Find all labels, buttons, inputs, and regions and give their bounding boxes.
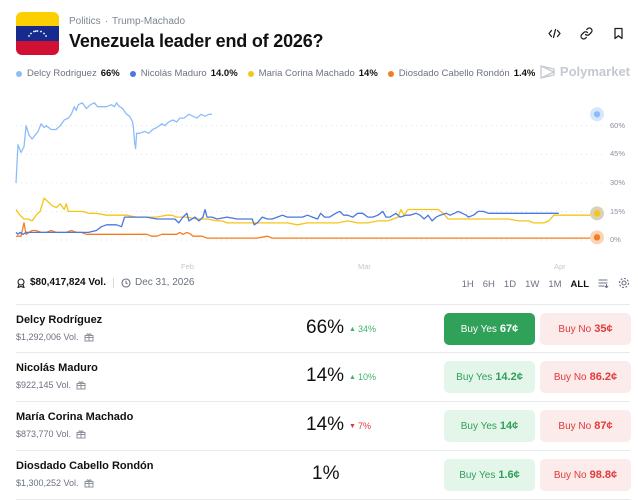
outcome-change: ▲ 34%: [349, 324, 376, 334]
outcome-row[interactable]: Diosdado Cabello Rondón $1,300,252 Vol. …: [16, 451, 631, 500]
buy-yes-button[interactable]: Buy Yes 67¢: [444, 313, 535, 345]
price-history-chart[interactable]: [0, 95, 638, 275]
outcome-volume: $1,292,006 Vol.: [16, 332, 94, 342]
range-6h[interactable]: 6H: [482, 279, 495, 290]
polymarket-logo: Polymarket: [540, 64, 630, 79]
outcome-change: ▲ 10%: [349, 372, 376, 382]
trophy-icon: [17, 277, 25, 288]
gift-icon[interactable]: [84, 332, 94, 342]
arrow-up-icon: ▲: [349, 325, 356, 333]
outcome-volume: $922,145 Vol.: [16, 380, 86, 390]
legend-item: Nicolás Maduro 14.0%: [129, 68, 238, 79]
outcome-name[interactable]: Nicolás Maduro: [16, 362, 98, 374]
y-tick-label: 15%: [610, 207, 626, 216]
outcome-name[interactable]: Delcy Rodríguez: [16, 314, 103, 326]
polymarket-logo-icon: [540, 64, 555, 79]
embed-code-icon[interactable]: [546, 25, 562, 41]
settings-gear-icon[interactable]: [618, 277, 630, 292]
outcome-name[interactable]: Diosdado Cabello Rondón: [16, 460, 154, 472]
outcome-volume: $873,770 Vol.: [16, 429, 86, 439]
filter-lines-icon[interactable]: [598, 278, 609, 291]
outcome-name[interactable]: María Corina Machado: [16, 411, 134, 423]
outcome-row[interactable]: María Corina Machado $873,770 Vol. 14% ▼…: [16, 402, 631, 451]
outcome-change: ▼ 7%: [349, 421, 371, 431]
x-tick-label: Apr: [554, 262, 566, 271]
buy-no-button[interactable]: Buy No 98.8¢: [540, 459, 631, 491]
outcome-probability: 14%: [306, 414, 345, 435]
market-header: Politics · Trump-Machado Venezuela leader …: [16, 11, 626, 55]
time-range-selector: 1H 6H 1D 1W 1M ALL: [462, 277, 630, 292]
breadcrumb: Politics · Trump-Machado: [69, 16, 186, 27]
page-title: Venezuela leader end of 2026?: [69, 31, 324, 51]
divider: [112, 277, 114, 288]
legend-dot-icon: [247, 70, 254, 77]
range-1w[interactable]: 1W: [525, 279, 540, 290]
y-tick-label: 30%: [610, 178, 626, 187]
arrow-up-icon: ▲: [349, 373, 356, 381]
series-line: [15, 197, 594, 226]
gift-icon[interactable]: [76, 380, 86, 390]
arrow-down-icon: ▼: [349, 422, 356, 430]
end-date: Dec 31, 2026: [121, 277, 194, 288]
link-icon[interactable]: [578, 25, 594, 41]
legend-dot-icon: [129, 70, 136, 77]
chart-legend: Delcy Rodriguez 66% Nicolás Maduro 14.0% M…: [16, 68, 535, 79]
buy-no-button[interactable]: Buy No 35¢: [540, 313, 631, 345]
gift-icon[interactable]: [76, 429, 86, 439]
outcome-probability: 14%: [306, 365, 345, 386]
gift-icon[interactable]: [84, 478, 94, 488]
outcome-row[interactable]: Delcy Rodríguez $1,292,006 Vol. 66% ▲ 34%…: [16, 304, 631, 353]
market-stats: $80,417,824 Vol. Dec 31, 2026: [16, 277, 194, 288]
legend-dot-icon: [387, 70, 394, 77]
y-tick-label: 45%: [610, 149, 626, 158]
series-line: [15, 102, 212, 183]
legend-item: Delcy Rodriguez 66%: [16, 68, 120, 79]
series-line: [16, 222, 595, 239]
range-all[interactable]: ALL: [570, 279, 589, 290]
buy-yes-button[interactable]: Buy Yes 14¢: [444, 410, 535, 442]
clock-icon: [121, 277, 131, 288]
legend-dot-icon: [16, 70, 22, 77]
y-tick-label: 60%: [610, 121, 626, 130]
buy-yes-button[interactable]: Buy Yes 1.6¢: [444, 459, 535, 491]
x-tick-label: Mar: [358, 262, 371, 271]
x-tick-label: Feb: [181, 262, 194, 271]
venezuela-flag-icon: [16, 12, 59, 55]
range-1h[interactable]: 1H: [461, 279, 474, 290]
range-1m[interactable]: 1M: [548, 279, 562, 290]
series-line: [15, 208, 559, 235]
range-1d[interactable]: 1D: [503, 279, 517, 290]
total-volume: $80,417,824 Vol.: [16, 277, 106, 288]
buy-yes-button[interactable]: Buy Yes 14.2¢: [444, 361, 535, 393]
outcome-row[interactable]: Nicolás Maduro $922,145 Vol. 14% ▲ 10% Bu…: [16, 353, 631, 402]
buy-no-button[interactable]: Buy No 86.2¢: [540, 361, 631, 393]
breadcrumb-subcategory[interactable]: Trump-Machado: [112, 16, 186, 27]
outcomes-list: Delcy Rodríguez $1,292,006 Vol. 66% ▲ 34%…: [16, 304, 631, 500]
outcome-volume: $1,300,252 Vol.: [16, 478, 94, 488]
y-tick-label: 0%: [610, 235, 621, 244]
outcome-probability: 1%: [312, 463, 340, 484]
outcome-probability: 66%: [306, 317, 345, 338]
breadcrumb-category[interactable]: Politics: [69, 16, 101, 27]
bookmark-icon[interactable]: [610, 25, 626, 41]
legend-item: Diosdado Cabello Rondón 1.4%: [387, 68, 535, 79]
legend-item: Maria Corina Machado 14%: [247, 68, 378, 79]
buy-no-button[interactable]: Buy No 87¢: [540, 410, 631, 442]
